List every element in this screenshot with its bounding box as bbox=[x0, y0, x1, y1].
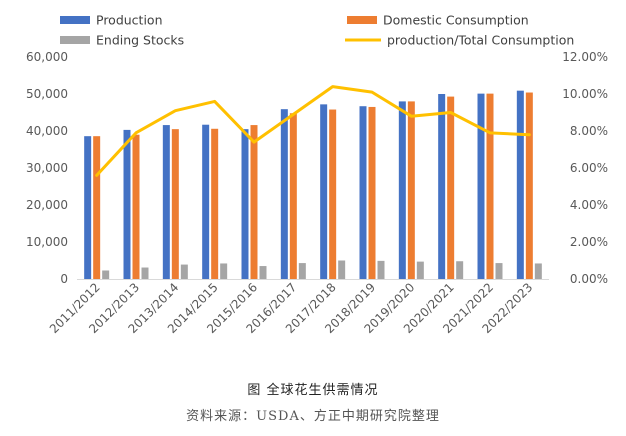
bar-domestic-consumption bbox=[407, 101, 415, 280]
bar-production bbox=[398, 101, 406, 280]
bar-ending-stocks bbox=[259, 266, 267, 279]
legend-production-total-consumption-label: production/Total Consumption bbox=[387, 33, 574, 48]
legend-ending-stocks-label: Ending Stocks bbox=[96, 33, 184, 48]
bar-ending-stocks bbox=[534, 263, 542, 279]
bar-production bbox=[84, 136, 92, 279]
bar-production bbox=[241, 129, 249, 279]
legend-production-label: Production bbox=[96, 13, 163, 28]
bar-production bbox=[516, 90, 524, 279]
right-tick-label: 8.00% bbox=[570, 124, 608, 138]
legend-domestic-consumption-label: Domestic Consumption bbox=[383, 13, 529, 28]
right-tick-label: 10.00% bbox=[562, 87, 608, 101]
left-tick-label: 30,000 bbox=[26, 161, 68, 175]
legend: Production Domestic Consumption Ending Sto… bbox=[60, 13, 574, 48]
bar-domestic-consumption bbox=[132, 134, 140, 279]
line-production-total-consumption bbox=[95, 85, 531, 177]
left-tick-label: 20,000 bbox=[26, 198, 68, 212]
left-y-axis: 0 10,000 20,000 30,000 40,000 50,000 60,000 bbox=[26, 50, 68, 286]
bar-ending-stocks bbox=[220, 263, 228, 279]
bar-domestic-consumption bbox=[525, 92, 533, 280]
bar-production bbox=[202, 124, 210, 280]
bar-ending-stocks bbox=[377, 260, 385, 279]
bar-ending-stocks bbox=[102, 270, 110, 279]
bar-domestic-consumption bbox=[368, 106, 376, 279]
legend-domestic-consumption-swatch bbox=[347, 16, 377, 24]
bar-production bbox=[477, 93, 485, 279]
legend-production-swatch bbox=[60, 16, 90, 24]
bar-domestic-consumption bbox=[211, 128, 219, 279]
bar-ending-stocks bbox=[141, 267, 149, 279]
legend-ending-stocks-swatch bbox=[60, 36, 90, 44]
right-tick-label: 12.00% bbox=[562, 50, 608, 64]
left-tick-label: 60,000 bbox=[26, 50, 68, 64]
left-tick-label: 0 bbox=[60, 272, 68, 286]
right-tick-label: 6.00% bbox=[570, 161, 608, 175]
left-tick-label: 50,000 bbox=[26, 87, 68, 101]
bar-domestic-consumption bbox=[486, 93, 494, 279]
chart: Production Domestic Consumption Ending Sto… bbox=[26, 13, 608, 337]
x-axis: 2011/20122012/20132013/20142014/20152015… bbox=[47, 279, 549, 336]
ratio-line bbox=[95, 85, 531, 177]
bar-ending-stocks bbox=[298, 263, 306, 279]
bar-ending-stocks bbox=[456, 261, 464, 279]
bars bbox=[84, 90, 542, 280]
bar-ending-stocks bbox=[338, 260, 346, 279]
bar-ending-stocks bbox=[416, 261, 424, 279]
right-tick-label: 2.00% bbox=[570, 235, 608, 249]
bar-production bbox=[438, 94, 446, 279]
bar-domestic-consumption bbox=[447, 96, 455, 279]
bar-production bbox=[280, 109, 288, 279]
bar-domestic-consumption bbox=[93, 136, 101, 279]
figure-caption: 图 全球花生供需情况 bbox=[247, 383, 379, 398]
right-tick-label: 0.00% bbox=[570, 272, 608, 286]
bar-production bbox=[162, 125, 170, 279]
right-y-axis: 0.00% 2.00% 4.00% 6.00% 8.00% 10.00% 12.00% bbox=[562, 50, 608, 286]
bar-ending-stocks bbox=[495, 263, 503, 279]
bar-production bbox=[123, 129, 131, 279]
bar-domestic-consumption bbox=[289, 113, 297, 280]
bar-domestic-consumption bbox=[250, 125, 258, 279]
right-tick-label: 4.00% bbox=[570, 198, 608, 212]
left-tick-label: 40,000 bbox=[26, 124, 68, 138]
bar-ending-stocks bbox=[180, 264, 188, 279]
bar-production bbox=[359, 106, 367, 280]
bar-domestic-consumption bbox=[329, 109, 337, 279]
left-tick-label: 10,000 bbox=[26, 235, 68, 249]
bar-production bbox=[320, 104, 328, 279]
bar-domestic-consumption bbox=[171, 129, 179, 279]
source-note: 资料来源：USDA、方正中期研究院整理 bbox=[186, 409, 440, 424]
